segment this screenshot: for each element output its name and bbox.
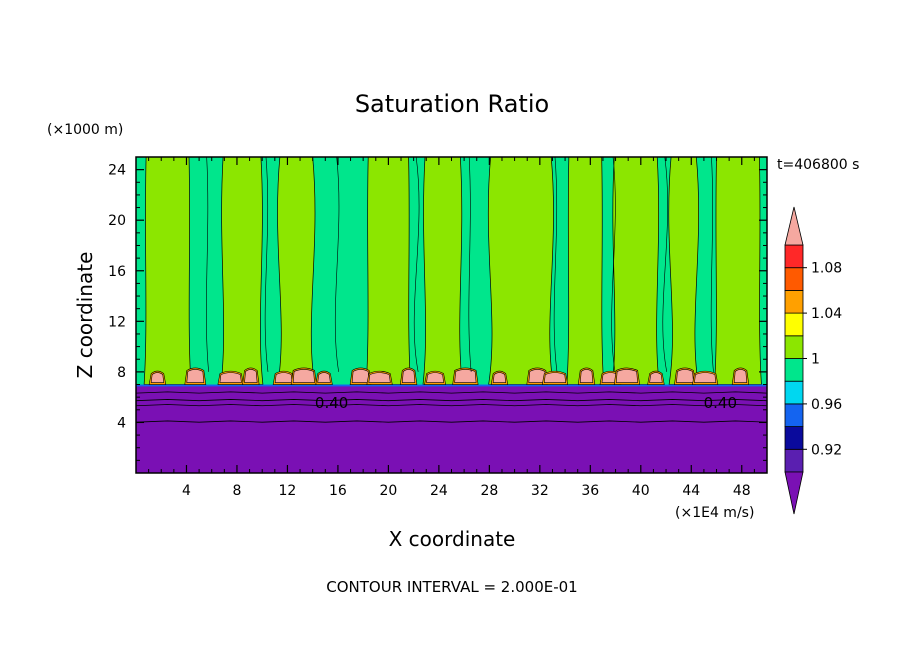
cloud-cap: [454, 369, 477, 383]
cloud-cap: [492, 372, 507, 383]
x-tick-label: 32: [531, 483, 549, 499]
colorbar-tick-label: 1.08: [811, 261, 842, 277]
cloud-cap: [579, 369, 594, 383]
colorbar-band: [784, 358, 804, 382]
y-unit-label: (×1000 m): [47, 122, 123, 138]
contour-line: [206, 157, 209, 372]
supersaturated-plume: [143, 157, 192, 385]
y-tick-label: 24: [108, 163, 126, 179]
cloud-cap: [676, 369, 694, 383]
x-tick-label: 16: [329, 483, 347, 499]
x-tick-label: 36: [581, 483, 599, 499]
contour-interval-label: CONTOUR INTERVAL = 2.000E-01: [326, 578, 577, 596]
cloud-cap: [292, 369, 315, 383]
supersaturated-plume: [487, 157, 554, 385]
below-cloud-layer: [136, 385, 767, 473]
x-tick-label: 20: [379, 483, 397, 499]
cloud-cap: [219, 372, 242, 383]
supersaturated-plume: [611, 157, 660, 385]
cloud-cap: [274, 372, 293, 383]
contour-line: [468, 157, 472, 372]
chart-title: Saturation Ratio: [355, 90, 549, 118]
colorbar-band: [784, 267, 804, 291]
contour-line: [136, 420, 767, 423]
colorbar-over-triangle: [784, 206, 804, 246]
x-axis: 4 8 12 16 20 24 28 32 36 40 44 48: [148, 157, 755, 499]
cloud-cap: [733, 369, 748, 383]
y-tick-label: 4: [117, 415, 126, 431]
y-tick-label: 8: [117, 365, 126, 381]
contour-lines: [136, 157, 767, 423]
saturation-field: [136, 157, 767, 473]
cloud-cap: [528, 369, 547, 383]
contour-line: [662, 157, 668, 372]
colorbar: 0.92 0.96 1 1.04 1.08: [784, 206, 842, 515]
cloud-cap: [244, 369, 258, 383]
colorbar-band: [784, 426, 804, 450]
contour-line: [710, 157, 714, 372]
x-tick-label: 4: [182, 483, 191, 499]
cloud-cap: [317, 372, 331, 383]
contour-line: [136, 391, 767, 394]
cloud-cap: [150, 372, 165, 383]
contour-labels: 0.40 0.40: [315, 394, 737, 412]
y-tick-label: 20: [108, 213, 126, 229]
contour-label: 0.40: [315, 394, 348, 412]
x-tick-label: 40: [632, 483, 650, 499]
supersaturated-plume: [566, 157, 605, 385]
time-label: t=406800 s: [777, 157, 859, 173]
x-tick-label: 8: [232, 483, 241, 499]
contour-line: [136, 399, 767, 402]
cloud-cap: [694, 372, 717, 383]
colorbar-tick-label: 0.96: [811, 397, 842, 413]
y-tick-label: 16: [108, 264, 126, 280]
colorbar-band: [784, 403, 804, 427]
y-axis: 4 8 12 16 20 24: [108, 163, 767, 461]
cloud-cap: [368, 372, 391, 383]
y-tick-label: 12: [108, 314, 126, 330]
supersaturated-plume: [365, 157, 411, 385]
x-tick-label: 44: [682, 483, 700, 499]
colorbar-tick-label: 1.04: [811, 306, 842, 322]
contour-line: [553, 157, 558, 372]
contour-line: [611, 157, 616, 372]
supersaturated-plume: [714, 157, 762, 385]
colorbar-band: [784, 289, 804, 314]
supersaturated-plume: [422, 157, 463, 385]
colorbar-tick-label: 0.92: [811, 442, 842, 458]
contour-line: [334, 157, 340, 372]
colorbar-band: [784, 244, 804, 269]
colorbar-tick-label: 1: [811, 352, 820, 368]
contour-line: [136, 404, 767, 407]
cloud-cap: [401, 369, 416, 383]
x-unit-label: (×1E4 m/s): [675, 505, 754, 521]
cloud-cap: [543, 372, 567, 383]
supersaturated-plume: [220, 157, 264, 385]
contour-line: [264, 157, 269, 372]
x-tick-label: 24: [430, 483, 448, 499]
x-axis-label: X coordinate: [389, 527, 516, 551]
cloud-base-transition: [136, 384, 767, 387]
supersaturated-plume: [277, 157, 316, 385]
colorbar-band: [784, 380, 804, 405]
colorbar-band: [784, 335, 804, 359]
cloud-cap: [186, 369, 205, 383]
cloud-cap: [351, 369, 370, 383]
x-tick-label: 28: [480, 483, 498, 499]
cloud-cap: [615, 369, 638, 383]
contour-label: 0.40: [704, 394, 737, 412]
x-tick-label: 12: [279, 483, 297, 499]
cloud-cap: [649, 372, 663, 383]
colorbar-band: [784, 448, 804, 473]
colorbar-band: [784, 312, 804, 337]
cloud-cap: [426, 372, 444, 383]
supersaturated-plume: [668, 157, 699, 385]
x-tick-label: 48: [733, 483, 751, 499]
colorbar-under-triangle: [784, 471, 804, 515]
y-axis-label: Z coordinate: [73, 252, 97, 379]
contour-line: [413, 157, 420, 372]
